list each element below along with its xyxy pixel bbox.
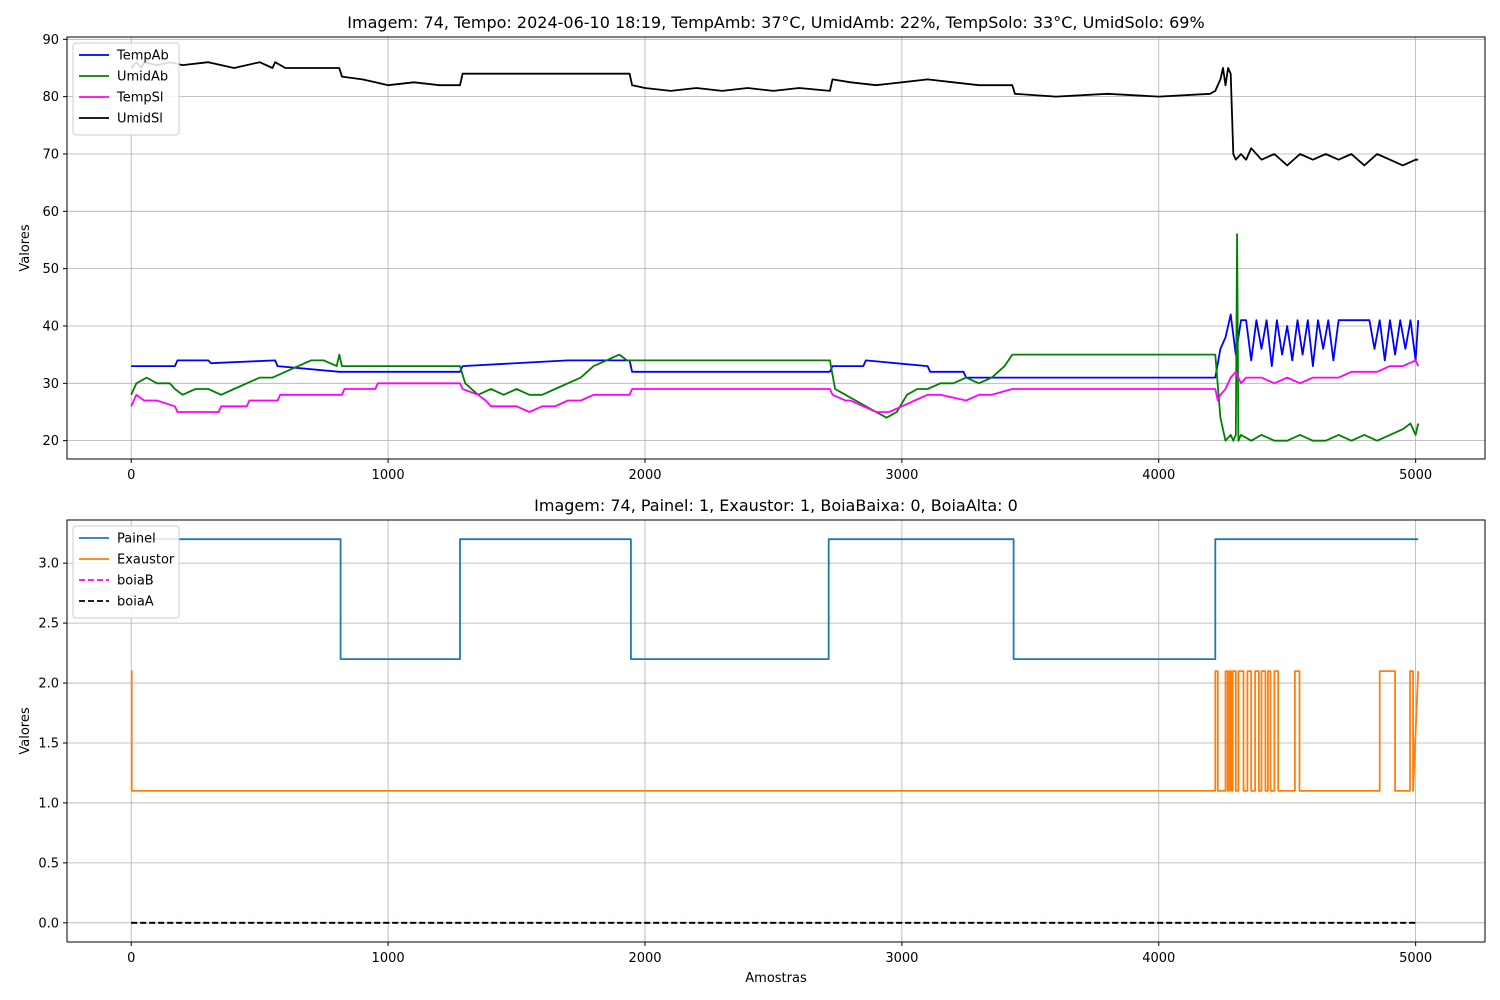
bottom-chart-ytick-label: 2.5: [38, 617, 59, 632]
top-chart-series-umidsl: [130, 61, 1419, 167]
top-chart-ticks: 0 1000 2000 3000 4000 5000 20 30 40 50 60 70 80 90: [42, 33, 1432, 483]
bottom-chart-xtick-label: 3000: [885, 951, 918, 966]
bottom-chart-legend-label-boiaa: boiaA: [117, 595, 154, 610]
bottom-chart-series: [130, 538, 1420, 924]
top-chart-ytick-label: 90: [42, 33, 59, 48]
bottom-chart-ytick-label: 1.0: [38, 796, 59, 811]
bottom-chart-ytick-label: 1.5: [38, 736, 59, 751]
top-chart-xtick-label: 0: [127, 468, 135, 483]
top-chart-series-tempab: [131, 313, 1420, 379]
bottom-chart-xtick-label: 4000: [1142, 951, 1175, 966]
top-chart-frame: [66, 36, 1486, 460]
bottom-chart-legend-box: [72, 525, 180, 619]
bottom-chart-ytick-label: 3.0: [38, 557, 59, 572]
top-chart-ylabel: Valores: [18, 224, 33, 271]
bottom-chart-legend-label-boiab: boiaB: [117, 574, 154, 589]
top-chart-xtick-label: 5000: [1399, 468, 1432, 483]
bottom-chart-xtick-label: 2000: [628, 951, 661, 966]
top-chart-legend-label-umidsl: UmidSl: [117, 112, 163, 127]
bottom-chart-legend: Painel Exaustor boiaB boiaA: [72, 525, 180, 619]
bottom-chart-xtick-label: 5000: [1399, 951, 1432, 966]
top-chart-legend-label-tempab: TempAb: [116, 49, 169, 64]
bottom-chart-legend-label-exaustor: Exaustor: [117, 553, 175, 568]
top-chart-xtick-label: 3000: [885, 468, 918, 483]
top-chart-xtick-label: 4000: [1142, 468, 1175, 483]
bottom-chart-ytick-label: 2.0: [38, 677, 59, 692]
bottom-chart-ylabel: Valores: [18, 707, 33, 754]
bottom-chart-xtick-label: 0: [127, 951, 135, 966]
bottom-chart-xlabel: Amostras: [745, 971, 807, 986]
bottom-chart-panel: 0 1000 2000 3000 4000 5000 0.0 0.5 1.0 1.5 2.0 2.5 3…: [18, 496, 1486, 986]
top-chart-legend-box: [72, 42, 180, 136]
top-chart-legend: TempAb UmidAb TempSl UmidSl: [72, 42, 180, 136]
bottom-chart-series-painel: [131, 538, 1419, 660]
top-chart-ytick-label: 20: [42, 434, 59, 449]
top-chart-title: Imagem: 74, Tempo: 2024-06-10 18:19, Tem…: [347, 13, 1204, 32]
bottom-chart-legend-label-painel: Painel: [117, 532, 156, 547]
bottom-chart-series-exaustor: [130, 670, 1420, 792]
top-chart-panel: 0 1000 2000 3000 4000 5000 20 30 40 50 60 70 80 90 Im…: [18, 13, 1486, 483]
top-chart-ytick-label: 60: [42, 205, 59, 220]
bottom-chart-title: Imagem: 74, Painel: 1, Exaustor: 1, Boia…: [534, 496, 1018, 515]
top-chart-ytick-label: 30: [42, 377, 59, 392]
top-chart-series-tempsl: [130, 359, 1420, 413]
top-chart-grid: [67, 37, 1485, 459]
bottom-chart-xtick-label: 1000: [372, 951, 405, 966]
bottom-chart-frame: [66, 519, 1486, 943]
bottom-chart-ytick-label: 0.5: [38, 856, 59, 871]
top-chart-xtick-label: 1000: [372, 468, 405, 483]
top-chart-xtick-label: 2000: [628, 468, 661, 483]
top-chart-series-umidab: [130, 233, 1420, 442]
top-chart-ytick-label: 70: [42, 147, 59, 162]
top-chart-series: [130, 61, 1420, 442]
top-chart-legend-label-tempsl: TempSl: [116, 91, 164, 106]
top-chart-ytick-label: 80: [42, 90, 59, 105]
top-chart-legend-label-umidab: UmidAb: [117, 70, 168, 85]
top-chart-ytick-label: 50: [42, 262, 59, 277]
top-chart-ytick-label: 40: [42, 319, 59, 334]
bottom-chart-ytick-label: 0.0: [38, 916, 59, 931]
bottom-chart-ticks: 0 1000 2000 3000 4000 5000 0.0 0.5 1.0 1.5 2.0 2.5 3…: [38, 557, 1432, 966]
